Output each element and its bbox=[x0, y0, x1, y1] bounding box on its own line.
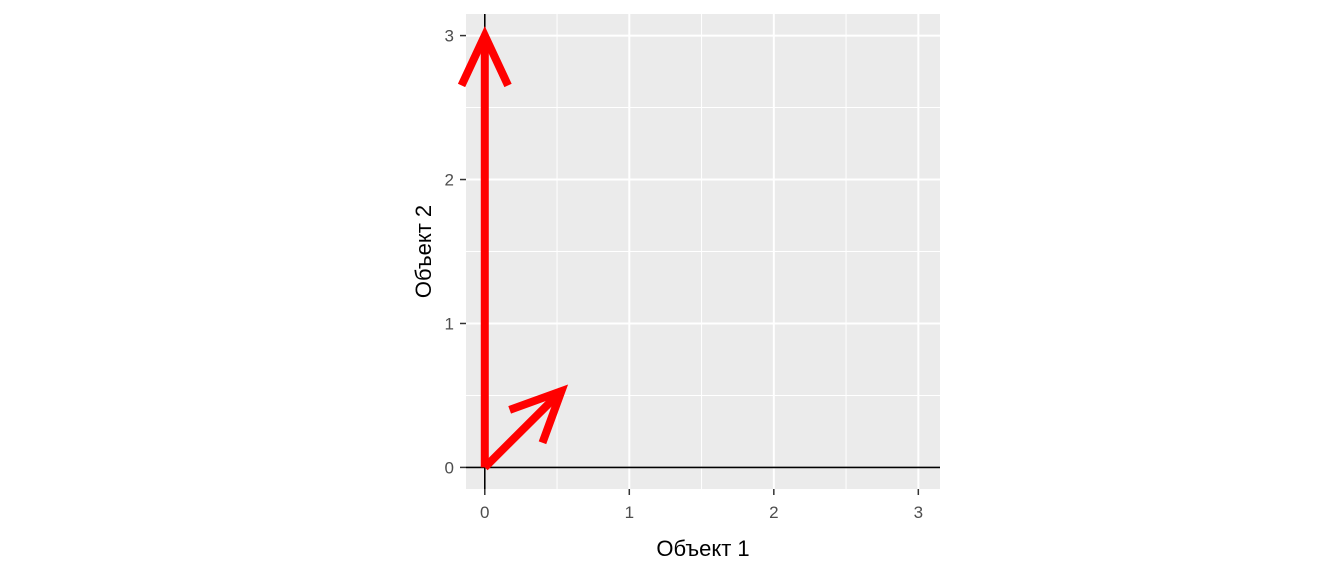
y-axis-ticks: 0 1 2 3 bbox=[445, 27, 466, 477]
vectors bbox=[457, 26, 569, 471]
vector-arrowhead-2 bbox=[508, 384, 569, 445]
x-tick-label: 0 bbox=[480, 503, 489, 522]
x-axis-ticks: 0 1 2 3 bbox=[480, 489, 923, 522]
x-tick-label: 2 bbox=[769, 503, 778, 522]
x-tick-label: 1 bbox=[625, 503, 634, 522]
vector-arrowhead-1 bbox=[457, 26, 512, 88]
y-tick-label: 1 bbox=[445, 314, 454, 333]
x-tick-label: 3 bbox=[914, 503, 923, 522]
x-axis-title: Объект 1 bbox=[656, 536, 749, 561]
y-tick-label: 0 bbox=[445, 458, 454, 477]
vector-shaft-2 bbox=[481, 388, 565, 471]
y-tick-label: 2 bbox=[445, 171, 454, 190]
y-tick-label: 3 bbox=[445, 27, 454, 46]
y-axis-title: Объект 2 bbox=[411, 205, 436, 298]
